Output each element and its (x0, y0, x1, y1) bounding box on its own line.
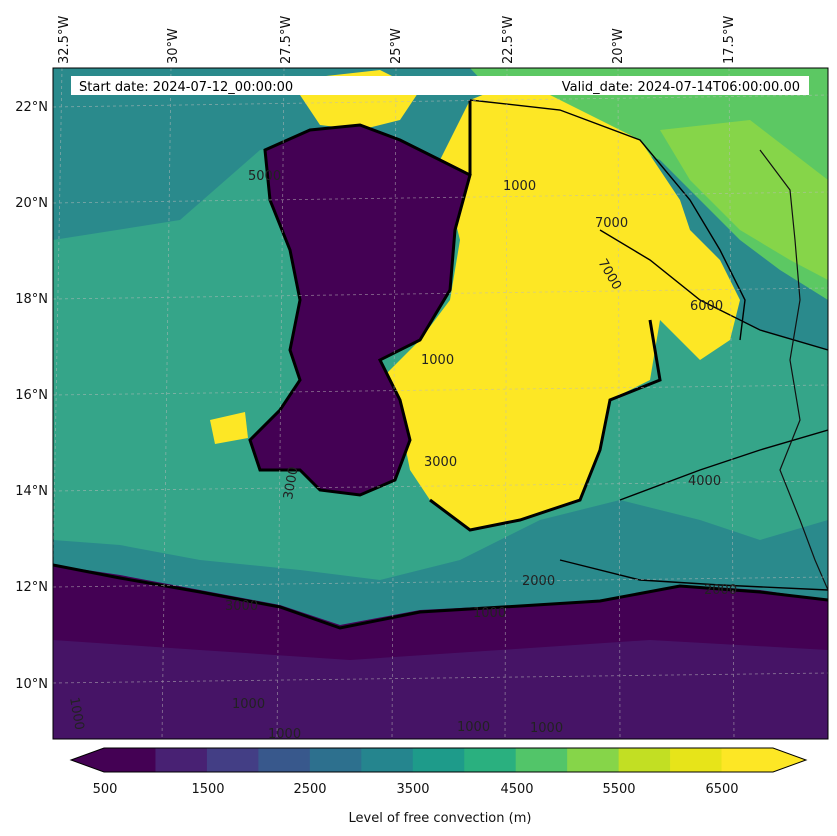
map-frame (52, 67, 829, 740)
lfc-field-region-indigo-south (53, 640, 828, 739)
colorbar-tick-label: 3500 (396, 782, 429, 797)
lon-tick-label: 30°W (166, 28, 181, 64)
colorbar-tick-label: 4500 (500, 782, 533, 797)
colorbar-tick-label: 1500 (191, 782, 224, 797)
lat-tick-label: 18°N (15, 292, 48, 307)
contour-line-7000 (469, 99, 746, 341)
contour-label: 3000 (225, 599, 258, 614)
contour-label: 4000 (688, 474, 721, 489)
valid-date-label: Valid_date: 2024-07-14T06:00:00.00 (562, 80, 800, 95)
start-date-label: Start date: 2024-07-12_00:00:00 (79, 80, 293, 95)
map-panel: 5000 4000 3000 1000 1000 2000 7000 6000 … (53, 68, 828, 742)
contour-label: 1000 (457, 720, 490, 735)
lon-tick-label: 22.5°W (501, 16, 516, 64)
contour-label: 5000 (248, 169, 281, 184)
lon-tick-label: 32.5°W (57, 16, 72, 64)
colorbar-tick-label: 5500 (602, 782, 635, 797)
colorbar-ticks: 500 1500 2500 3500 4500 5500 6500 (93, 782, 739, 797)
lat-tick-label: 10°N (15, 677, 48, 692)
colorbar-segment (618, 748, 671, 772)
contour-label: 2000 (522, 574, 555, 589)
colorbar-tick-label: 2500 (293, 782, 326, 797)
contour-line-4000 (619, 429, 828, 501)
lon-tick-label: 17.5°W (722, 16, 737, 64)
colorbar-segment (155, 748, 208, 772)
colorbar-segment (309, 748, 362, 772)
contour-label: 1000 (473, 606, 506, 621)
colorbar-segment (258, 748, 311, 772)
lfc-field-region-purple-center (250, 125, 470, 495)
colorbar-segment (104, 748, 157, 772)
info-banner (71, 76, 809, 95)
graticule (53, 68, 828, 739)
coastline (759, 149, 828, 591)
colorbar-outline (69, 747, 808, 773)
contour-line-south-front (53, 563, 828, 630)
colorbar-segment (670, 748, 723, 772)
contour-label: 1000 (66, 696, 87, 731)
lat-tick-label: 12°N (15, 580, 48, 595)
contour-lines (53, 99, 828, 630)
colorbar-tick-label: 500 (93, 782, 118, 797)
lat-tick-label: 20°N (15, 196, 48, 211)
contour-label: 7000 (595, 216, 628, 231)
contour-line-center-boundary (248, 123, 472, 497)
colorbar-segment (206, 748, 259, 772)
latitude-ticks: 22°N 20°N 18°N 16°N 14°N 12°N 10°N (15, 100, 48, 692)
longitude-ticks: 32.5°W 30°W 27.5°W 25°W 22.5°W 20°W 17.5… (57, 16, 737, 64)
contour-label: 1000 (268, 727, 301, 742)
contour-line-6000 (599, 229, 828, 351)
colorbar-segment (361, 748, 414, 772)
lfc-field-region-yellow (380, 80, 740, 530)
lon-tick-label: 20°W (611, 28, 626, 64)
lon-tick-label: 25°W (389, 28, 404, 64)
lfc-field-region-lightgreen (660, 120, 828, 280)
contour-label: 1000 (530, 721, 563, 736)
contour-label: 1000 (421, 353, 454, 368)
contour-label: 6000 (690, 299, 723, 314)
lat-tick-label: 22°N (15, 100, 48, 115)
colorbar-tick-label: 6500 (705, 782, 738, 797)
colorbar-label: Level of free convection (m) (349, 811, 532, 826)
colorbar-segment (567, 748, 620, 772)
colorbar-segment (464, 748, 517, 772)
contour-line-2000 (559, 559, 828, 591)
colorbar (69, 747, 808, 773)
lat-tick-label: 14°N (15, 484, 48, 499)
contour-label: 3000 (424, 455, 457, 470)
colorbar-extend-min (71, 748, 104, 772)
contour-line-yellow-boundary (429, 100, 662, 532)
contour-label: 2000 (704, 583, 737, 598)
colorbar-segment (721, 748, 774, 772)
lat-tick-label: 16°N (15, 388, 48, 403)
colorbar-segment (515, 748, 568, 772)
colorbar-extend-max (773, 748, 806, 772)
lfc-field-region-yellow-west (210, 412, 248, 444)
lon-tick-label: 27.5°W (279, 16, 294, 64)
contour-label: 1000 (232, 697, 265, 712)
colorbar-segment (412, 748, 465, 772)
contour-label: 1000 (503, 179, 536, 194)
contour-label: 3000 (281, 465, 302, 500)
